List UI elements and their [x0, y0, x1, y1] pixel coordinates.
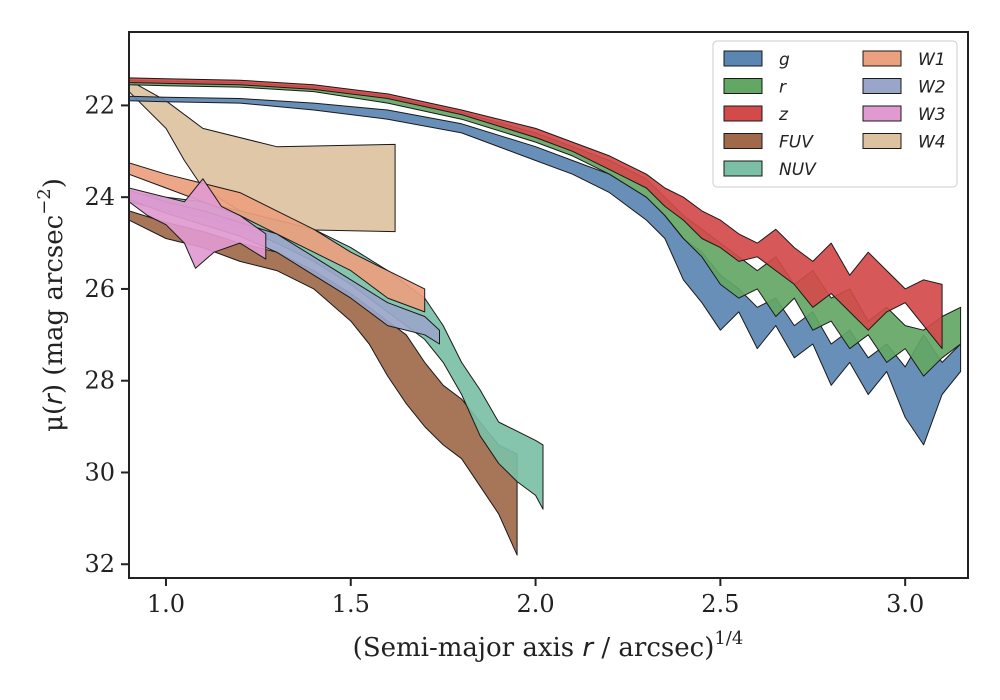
x-tick-label: 2.5	[701, 590, 739, 618]
y-tick-label: 22	[84, 91, 115, 119]
legend-label: W2	[918, 78, 946, 98]
series-band-w3	[129, 178, 267, 269]
x-tick-label: 2.0	[516, 590, 554, 618]
legend-label: W1	[918, 50, 946, 70]
legend-label: r	[779, 78, 787, 98]
legend-swatch	[723, 50, 763, 67]
y-tick-label: 28	[84, 367, 115, 395]
legend-swatch	[723, 78, 763, 94]
legend-label: W4	[918, 133, 946, 153]
legend-swatch	[862, 105, 902, 122]
plot-area	[129, 77, 962, 556]
legend-swatch	[723, 133, 763, 149]
legend-label: W3	[918, 105, 946, 125]
y-tick-label: 32	[84, 550, 115, 578]
x-tick-label: 1.5	[332, 590, 370, 618]
legend: grz FUV NUV W1 W2 W3 W4	[712, 40, 958, 188]
legend-box	[712, 40, 958, 188]
legend-swatch	[723, 105, 763, 122]
legend-label: g	[779, 50, 790, 70]
y-axis-label: μ(r) (mag arcsec−2)	[34, 178, 69, 432]
legend-label: z	[778, 105, 789, 125]
legend-label: NUV	[779, 160, 817, 180]
legend-swatch	[862, 78, 902, 94]
legend-label: FUV	[779, 133, 814, 153]
plot-frame	[128, 31, 969, 579]
x-tick-label: 3.0	[886, 590, 924, 618]
legend-swatch	[723, 160, 763, 177]
legend-swatch	[862, 133, 902, 149]
y-tick-label: 30	[84, 458, 115, 486]
x-axis-label: (Semi-major axis r / arcsec)1/4	[353, 628, 744, 663]
y-tick-label: 26	[84, 275, 115, 303]
axes: 1.0 1.5 2.0 2.5 3.0 22 24 26 28 30 32	[84, 31, 969, 618]
y-tick-label: 24	[84, 183, 115, 211]
legend-swatch	[862, 50, 902, 67]
series-band-z	[129, 77, 943, 350]
x-tick-label: 1.0	[147, 590, 185, 618]
